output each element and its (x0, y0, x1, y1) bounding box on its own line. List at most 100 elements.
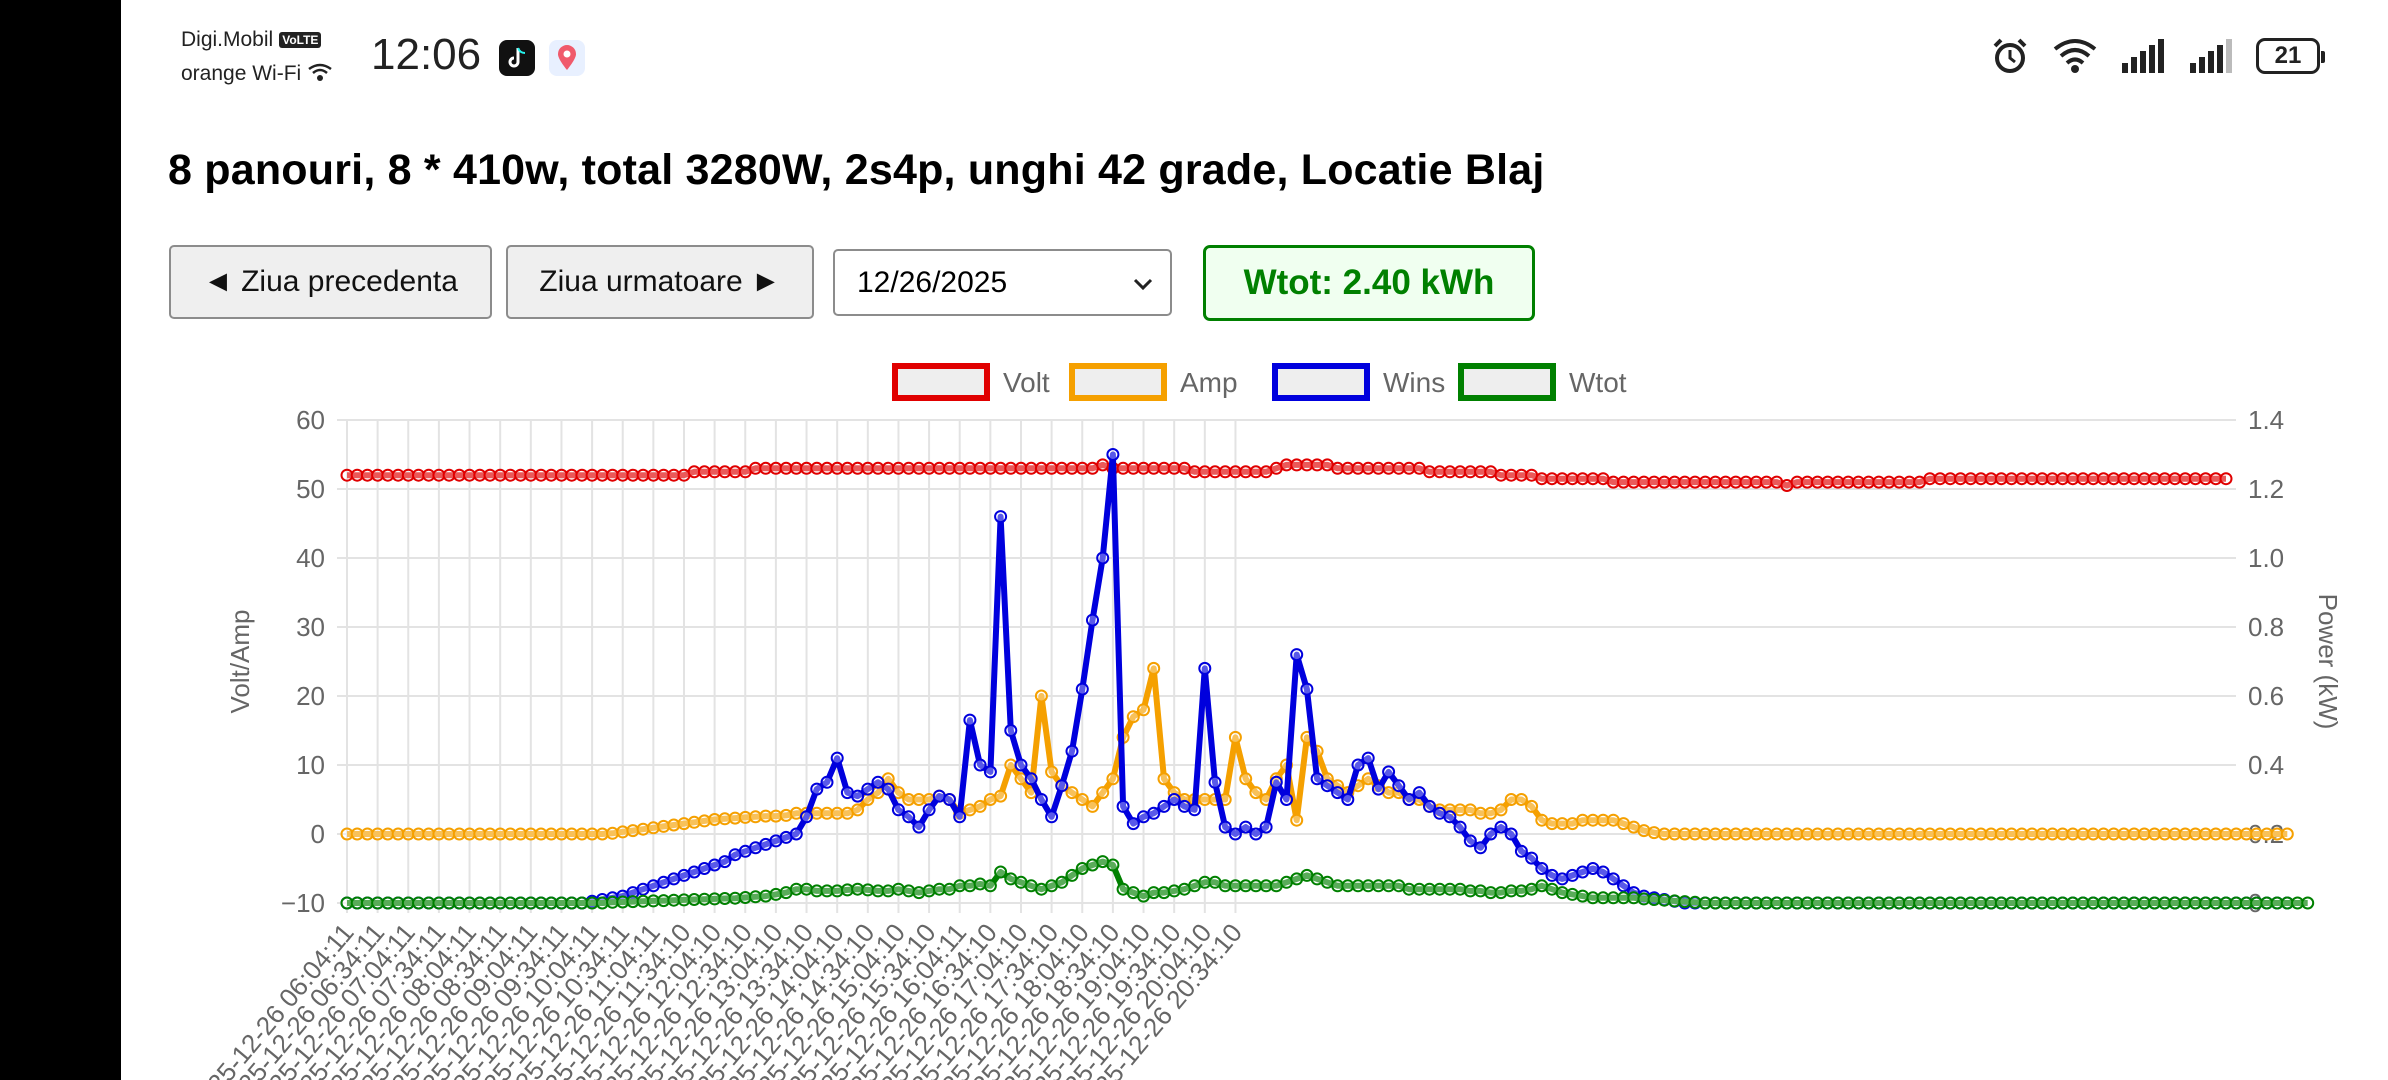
data-point-wins (810, 782, 824, 796)
data-point-wtot (922, 884, 936, 898)
data-point-wins (1412, 786, 1426, 800)
data-point-volt (2219, 472, 2233, 486)
data-point-wins (943, 793, 956, 806)
right-axis-title: Power (kW) (2313, 594, 2343, 730)
data-point-amp (636, 822, 650, 836)
data-point-wins (902, 810, 916, 824)
data-point-wins (1024, 772, 1038, 786)
data-point-wins (1361, 751, 1375, 765)
data-point-wins (1218, 820, 1232, 834)
data-point-wins (1157, 799, 1171, 813)
data-point-wins (800, 810, 813, 824)
data-point-wins (963, 713, 977, 727)
series-line-amp (347, 665, 2288, 837)
data-point-amp (2280, 827, 2294, 841)
data-point-wins (1014, 758, 1028, 772)
alarm-clock-icon (1993, 38, 2027, 73)
data-point-wins (851, 789, 865, 803)
data-point-wtot (1565, 887, 1579, 901)
data-point-wtot (1167, 884, 1181, 898)
data-point-wins (973, 758, 987, 772)
data-point-wins (1382, 765, 1396, 779)
previous-day-button[interactable]: ◄ Ziua precedenta (169, 245, 492, 319)
data-point-amp (779, 808, 793, 822)
date-select-value: 12/26/2025 (857, 265, 1008, 299)
data-point-wins (1075, 682, 1089, 696)
data-point-wins (1494, 820, 1508, 834)
data-point-amp (1096, 786, 1110, 800)
data-point-wins (820, 775, 834, 789)
data-point-wins (1034, 793, 1048, 806)
data-point-wins (1106, 448, 1120, 461)
data-point-wins (1116, 799, 1130, 813)
data-point-wins (994, 510, 1008, 524)
data-point-wins (871, 775, 885, 789)
data-point-wins (830, 751, 844, 765)
data-point-wtot (1157, 886, 1171, 900)
legend-label-wins: Wins (1383, 367, 1445, 398)
data-point-amp (973, 799, 987, 813)
data-point-wtot (983, 879, 997, 893)
data-point-wins (1280, 793, 1293, 806)
data-point-wins (1474, 841, 1487, 855)
data-point-amp (1137, 703, 1150, 717)
solar-power-chart: −10010203040506000.20.40.60.81.01.21.420… (183, 363, 2343, 1080)
status-wifi-carrier: orange Wi-Fi (181, 62, 333, 86)
status-icons-right: 21 (1990, 36, 2325, 76)
right-axis-tick-label: 0.8 (2248, 612, 2284, 642)
series-volt (340, 458, 2233, 492)
next-day-button[interactable]: Ziua urmatoare ► (506, 245, 814, 319)
status-carrier: Digi.Mobil VoLTE (181, 28, 322, 52)
data-point-amp (1065, 786, 1079, 800)
data-point-wins (1525, 851, 1539, 865)
data-point-wins (1208, 775, 1222, 789)
date-select[interactable]: 12/26/2025 (833, 249, 1172, 316)
data-point-wins (881, 782, 895, 796)
data-point-wins (1596, 865, 1610, 879)
left-axis-tick-label: 50 (296, 474, 325, 504)
data-point-wins (1198, 661, 1212, 675)
data-point-wins (922, 803, 936, 817)
data-point-wtot (2301, 896, 2315, 910)
data-point-amp (1106, 772, 1120, 786)
data-point-wins (1320, 779, 1334, 793)
data-point-wins (789, 827, 803, 841)
data-point-amp (1494, 803, 1508, 817)
data-point-wins (1463, 834, 1477, 848)
legend-label-amp: Amp (1180, 367, 1238, 398)
data-point-wtot (1055, 875, 1069, 889)
data-point-wins (1249, 827, 1263, 841)
legend-swatch-amp (1069, 363, 1167, 401)
data-point-wins (1065, 744, 1079, 758)
data-point-wtot (963, 879, 977, 893)
data-point-amp (626, 824, 640, 838)
data-point-wins (1514, 844, 1528, 858)
data-point-amp (697, 814, 711, 828)
data-point-wtot (1555, 886, 1569, 900)
right-axis-tick-label: 1.4 (2248, 405, 2284, 435)
data-point-wtot (881, 884, 895, 898)
battery-level: 21 (2274, 42, 2302, 69)
data-point-wins (1443, 810, 1457, 824)
data-point-amp (1147, 661, 1161, 675)
data-point-wins (1423, 799, 1436, 813)
data-point-wins (1055, 779, 1069, 793)
data-point-wins (1147, 806, 1161, 820)
legend-swatch-wtot (1458, 363, 1556, 401)
battery-icon: 21 (2256, 38, 2325, 74)
data-point-amp (1525, 799, 1539, 813)
left-axis-title: Volt/Amp (225, 609, 255, 713)
data-point-amp (851, 803, 865, 817)
data-point-wtot (1494, 886, 1508, 900)
page-content: Digi.Mobil VoLTE orange Wi-Fi 12:06 (121, 0, 2388, 1080)
data-point-amp (687, 815, 701, 829)
data-point-wins (1484, 827, 1498, 841)
data-point-amp (1239, 772, 1253, 786)
right-axis-tick-label: 0.4 (2248, 750, 2284, 780)
data-point-wtot (1453, 882, 1467, 896)
maps-app-icon (549, 40, 585, 76)
wifi-icon (2053, 39, 2097, 73)
series-amp (340, 661, 2294, 841)
data-point-wins (1606, 872, 1620, 886)
series-line-volt (347, 461, 2226, 489)
